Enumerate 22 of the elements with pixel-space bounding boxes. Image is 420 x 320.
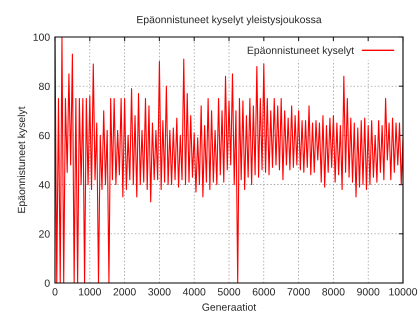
x-tick-label: 8000	[322, 288, 345, 296]
x-axis-title: Generaatiot	[202, 303, 256, 311]
y-tick-label: 60	[39, 132, 50, 140]
y-axis-title: Epäonnistuneet kyselyt	[17, 106, 28, 213]
x-tick-label: 7000	[288, 288, 310, 296]
x-tick-label: 2000	[114, 288, 136, 296]
y-tick-label: 0	[44, 280, 50, 287]
x-tick-label: 3000	[148, 288, 171, 296]
x-tick-label: 1000	[79, 288, 101, 296]
x-tick-label: 0	[52, 288, 58, 296]
x-tick-label: 10000	[389, 288, 418, 296]
chart-title: Epäonnistuneet kyselyt yleistysjoukossa	[137, 16, 322, 26]
legend-label: Epäonnistuneet kyselyt	[248, 46, 354, 56]
y-tick-label: 100	[34, 34, 50, 41]
y-tick-label: 80	[39, 82, 50, 90]
y-tick-label: 20	[39, 230, 50, 238]
x-tick-label: 6000	[252, 288, 275, 296]
x-tick-label: 9000	[357, 288, 380, 296]
y-tick-label: 40	[38, 181, 50, 188]
line-series	[55, 37, 403, 283]
x-tick-label: 5000	[218, 288, 240, 296]
x-tick-label: 4000	[182, 288, 206, 296]
